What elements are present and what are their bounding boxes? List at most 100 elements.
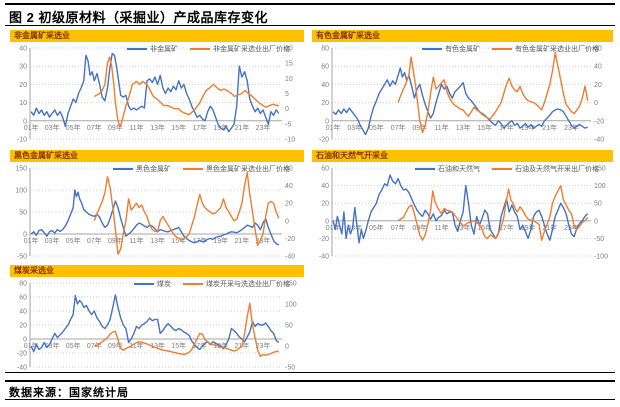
- x-axis-tick-label: 23年: [564, 123, 579, 132]
- x-axis-tick-label: 23年: [256, 123, 271, 132]
- legend-line-swatch: [127, 48, 147, 50]
- legend-item: 非金属矿: [127, 44, 178, 54]
- right-axis-tick-label: 20: [285, 201, 293, 208]
- chart-legend: 非金属矿 非金属矿采选业出厂价格: [127, 44, 290, 54]
- legend-item: 黑色金属矿采选业出厂价格: [183, 164, 290, 174]
- x-axis-tick-label: 13年: [150, 236, 165, 245]
- legend-line-swatch: [183, 168, 203, 170]
- x-axis-tick-label: 03年: [45, 341, 60, 350]
- right-axis-tick-label: 60: [285, 166, 293, 173]
- chart-header: 石油和天然气开采业: [312, 150, 613, 162]
- x-axis-tick-label: 11年: [129, 341, 143, 350]
- legend-label: 有色金属矿: [445, 46, 480, 53]
- chart-legend: 黑色金属矿 黑色金属矿采选业出厂价格: [113, 164, 290, 174]
- left-axis-tick-label: 20: [321, 100, 329, 107]
- x-axis-tick-label: 09年: [412, 123, 427, 132]
- chart-plot: 150 100 50 0 -50 60 40 20 0 -20 -40 01年 03年 05年 07年 09年…: [15, 166, 295, 261]
- x-axis-tick-label: 11年: [129, 123, 143, 132]
- legend-item: 煤炭: [134, 279, 171, 289]
- right-axis-tick-label: 40: [285, 183, 293, 190]
- right-axis-tick-label: 15: [285, 61, 293, 68]
- right-axis-tick-label: 10: [285, 76, 293, 83]
- right-axis-tick-label: -20: [594, 118, 604, 125]
- left-axis-tick-label: 10: [19, 100, 27, 107]
- left-axis-tick-label: -20: [17, 351, 27, 358]
- x-axis-tick-label: 11年: [129, 236, 143, 245]
- left-axis-tick-label: -10: [17, 137, 27, 144]
- legend-item: 石油和天然气: [415, 164, 480, 174]
- legend-line-swatch: [415, 168, 435, 170]
- series-line-price: [93, 56, 279, 128]
- series-line-price: [397, 184, 589, 241]
- legend-item: 黑色金属矿: [113, 164, 171, 174]
- top-divider: [5, 3, 615, 5]
- right-axis-tick-label: 100: [285, 302, 297, 309]
- legend-item: 有色金属矿: [422, 44, 480, 54]
- title-divider: [5, 25, 615, 26]
- x-axis-tick-label: 01年: [326, 123, 341, 132]
- left-axis-tick-label: 80: [321, 46, 329, 53]
- right-axis-tick-label: -20: [285, 236, 295, 243]
- x-axis-tick-label: 07年: [391, 223, 406, 232]
- x-axis-tick-label: 15年: [171, 236, 186, 245]
- chart-legend: 有色金属矿 有色金属矿采选业出厂价格: [422, 44, 599, 54]
- x-axis-tick-label: 09年: [412, 223, 427, 232]
- chart-header: 煤炭采选业: [10, 265, 304, 277]
- legend-line-swatch: [183, 283, 203, 285]
- x-axis-tick-label: 11年: [434, 223, 448, 232]
- left-axis-tick-label: 40: [19, 46, 27, 53]
- left-axis-tick-label: 80: [19, 281, 27, 288]
- x-axis-tick-label: 21年: [235, 123, 250, 132]
- legend-line-swatch: [492, 48, 512, 50]
- left-axis-tick-label: 60: [321, 166, 329, 173]
- x-axis-tick-label: 17年: [499, 223, 514, 232]
- legend-line-swatch: [422, 48, 442, 50]
- series-line-inventory: [332, 174, 589, 244]
- right-axis-tick-label: 40: [594, 64, 602, 71]
- left-axis-tick-label: -40: [319, 254, 329, 261]
- left-axis-tick-label: 40: [321, 183, 329, 190]
- x-axis-tick-label: 17年: [192, 123, 207, 132]
- right-axis-tick-label: -40: [285, 254, 295, 261]
- series-line-inventory: [30, 189, 280, 246]
- x-axis-tick-label: 19年: [213, 236, 228, 245]
- x-axis-tick-label: 13年: [456, 223, 471, 232]
- x-axis-tick-label: 01年: [24, 123, 39, 132]
- x-axis-tick-label: 13年: [456, 123, 471, 132]
- source-top-divider: [5, 380, 615, 382]
- x-axis-tick-label: 05年: [66, 236, 81, 245]
- right-axis-tick-label: -50: [285, 365, 295, 372]
- legend-label: 有色金属矿采选业出厂价格: [515, 46, 599, 53]
- x-axis-tick-label: 05年: [66, 341, 81, 350]
- chart-legend: 煤炭 煤炭开采与洗选业出厂价格: [134, 279, 290, 289]
- right-axis-tick-label: 5: [285, 91, 289, 98]
- right-axis-tick-label: 60: [594, 46, 602, 53]
- legend-label: 黑色金属矿: [136, 166, 171, 173]
- x-axis-tick-label: 17年: [499, 123, 514, 132]
- bottom-divider: [5, 399, 615, 400]
- right-axis-tick-label: 50: [285, 323, 293, 330]
- right-axis-tick-label: 20: [594, 82, 602, 89]
- left-axis-tick-label: 20: [19, 323, 27, 330]
- legend-label: 煤炭开采与洗选业出厂价格: [206, 281, 290, 288]
- left-axis-tick-label: 20: [19, 82, 27, 89]
- chart-nonferrous-mining: 有色金属矿采选业 有色金属矿 有色金属矿采选业出厂价格 80 60 40 20 0 -20 6…: [312, 30, 613, 145]
- left-axis-tick-label: 60: [19, 295, 27, 302]
- x-axis-tick-label: 21年: [235, 236, 250, 245]
- x-axis-tick-label: 15年: [171, 123, 186, 132]
- x-axis-tick-label: 19年: [521, 223, 536, 232]
- x-axis-tick-label: 17年: [192, 341, 207, 350]
- legend-line-swatch: [190, 48, 210, 50]
- x-axis-tick-label: 23年: [564, 223, 579, 232]
- x-axis-tick-label: 01年: [326, 223, 341, 232]
- legend-label: 煤炭: [157, 281, 171, 288]
- series-line-inventory: [332, 67, 588, 136]
- x-axis-tick-label: 01年: [24, 341, 39, 350]
- x-axis-tick-label: 07年: [87, 236, 102, 245]
- charts-bottom-divider: [5, 372, 615, 373]
- series-line-inventory: [30, 52, 280, 133]
- x-axis-tick-label: 09年: [108, 341, 123, 350]
- right-axis-tick-label: -10: [285, 137, 295, 144]
